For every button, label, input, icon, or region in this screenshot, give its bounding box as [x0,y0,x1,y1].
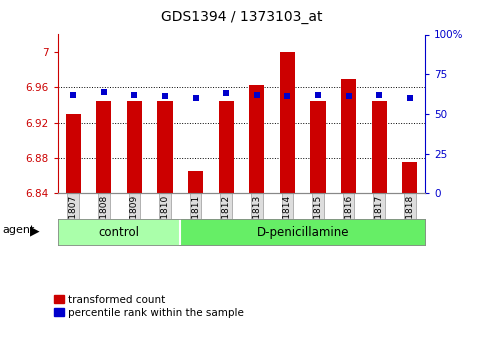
Legend: transformed count, percentile rank within the sample: transformed count, percentile rank withi… [54,295,244,318]
Point [70,92,77,98]
Point [100,89,108,95]
Bar [402,162,417,193]
Point [253,92,261,98]
Point [314,92,322,98]
Bar [127,101,142,193]
Text: agent: agent [2,226,35,235]
Text: ▶: ▶ [30,224,40,237]
Point [284,93,291,99]
Bar [188,171,203,193]
Text: GDS1394 / 1373103_at: GDS1394 / 1373103_at [161,10,322,24]
Point [222,90,230,96]
Bar [341,79,356,193]
Point [130,92,138,98]
Text: control: control [99,226,140,238]
Bar [280,52,295,193]
Bar [157,101,173,193]
Point [345,93,353,99]
Bar [66,114,81,193]
Point [161,93,169,99]
Bar [371,101,387,193]
Point [375,92,383,98]
Bar [96,101,112,193]
Bar [311,101,326,193]
Point [406,95,413,101]
Bar [249,85,265,193]
Bar [219,101,234,193]
Text: D-penicillamine: D-penicillamine [256,226,349,238]
Point [192,95,199,101]
